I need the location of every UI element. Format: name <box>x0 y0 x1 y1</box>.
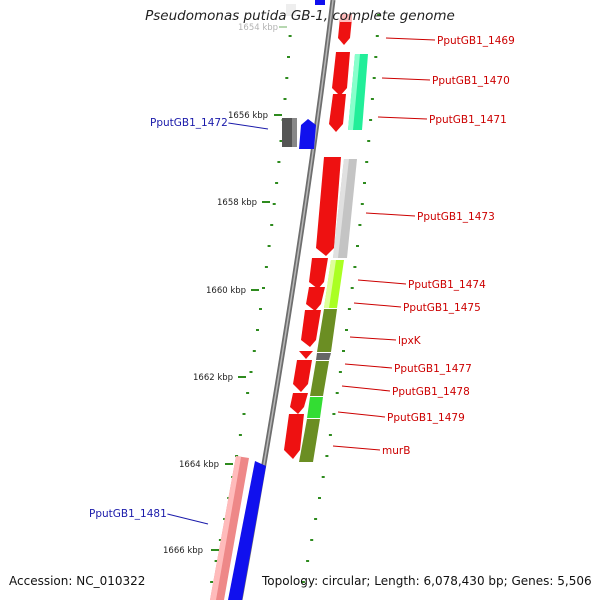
gene-label-pputgb1_1479[interactable]: PputGB1_1479 <box>387 412 465 424</box>
cds-feature[interactable] <box>315 0 325 5</box>
gene-label-lpxk[interactable]: lpxK <box>398 335 422 347</box>
cds-feature[interactable] <box>299 351 313 359</box>
tick-mark <box>211 549 219 551</box>
gene-label-pputgb1_1475[interactable]: PputGB1_1475 <box>403 302 481 314</box>
leader-line <box>344 363 393 369</box>
leader-line <box>332 445 381 451</box>
tick-mark <box>251 289 259 291</box>
gene-label-murb[interactable]: murB <box>382 445 410 457</box>
gene-label-pputgb1_1471[interactable]: PputGB1_1471 <box>429 114 507 126</box>
cog-track <box>299 14 368 462</box>
cds-feature[interactable] <box>338 18 352 45</box>
cds-feature[interactable] <box>284 414 304 459</box>
tick-label: 1666 kbp <box>163 546 203 556</box>
gene-label-pputgb1_1478[interactable]: PputGB1_1478 <box>392 386 470 398</box>
tick-guide-rings <box>210 14 381 583</box>
leader-line <box>385 37 436 41</box>
cds-feature[interactable] <box>293 360 312 392</box>
gene-label-pputgb1_1477[interactable]: PputGB1_1477 <box>394 363 472 375</box>
cog-feature[interactable] <box>310 361 329 396</box>
gene-label-pputgb1_1474[interactable]: PputGB1_1474 <box>408 279 486 291</box>
cog-feature[interactable] <box>317 309 337 352</box>
leader-line <box>365 212 416 217</box>
cds-track <box>284 18 352 459</box>
cds-feature[interactable] <box>309 258 328 289</box>
tick-label: 1662 kbp <box>193 373 233 383</box>
gene-label-pputgb1_1469[interactable]: PputGB1_1469 <box>437 35 515 47</box>
tick-label: 1656 kbp <box>228 111 268 121</box>
leader-line <box>167 513 209 525</box>
cog-feature[interactable] <box>307 397 323 418</box>
accession-text: Accession: NC_010322 <box>9 574 146 588</box>
cds-feature[interactable] <box>306 287 325 311</box>
tick-label: 1660 kbp <box>206 286 246 296</box>
leader-line <box>349 336 397 341</box>
gene-label-pputgb1_1470[interactable]: PputGB1_1470 <box>432 75 510 87</box>
leader-line <box>353 302 402 308</box>
gene-labels: PputGB1_1469 PputGB1_1470 PputGB1_1471 Pput… <box>89 35 515 520</box>
cds-feature[interactable] <box>301 310 321 347</box>
gene-label-pputgb1_1473[interactable]: PputGB1_1473 <box>417 211 495 223</box>
gene-feature-pputgb1-1481[interactable] <box>210 456 266 600</box>
cog-feature[interactable] <box>340 14 352 22</box>
genome-summary-text: Topology: circular; Length: 6,078,430 bp… <box>262 574 592 588</box>
tick-mark <box>262 201 270 203</box>
feature-fragment <box>286 4 296 16</box>
cds-feature[interactable] <box>290 393 308 414</box>
cog-feature[interactable] <box>316 353 331 360</box>
tick-label: 1664 kbp <box>179 460 219 470</box>
cds-feature[interactable] <box>332 52 350 96</box>
leader-line <box>341 385 391 392</box>
gene-label-pputgb1_1472[interactable]: PputGB1_1472 <box>150 117 228 129</box>
tick-mark <box>274 114 282 116</box>
tick-label: 1658 kbp <box>217 198 257 208</box>
label-leader-lines <box>167 37 436 525</box>
cds-feature[interactable] <box>329 94 346 132</box>
tick-mark <box>238 376 246 378</box>
leader-line <box>337 411 386 418</box>
cds-feature[interactable] <box>316 157 341 256</box>
leader-line <box>381 77 431 81</box>
leader-line <box>357 279 407 285</box>
tick-mark <box>225 463 233 465</box>
leader-line <box>228 122 269 130</box>
cog-feature[interactable] <box>299 419 320 462</box>
gene-feature-pputgb1-1472[interactable] <box>282 118 316 149</box>
tick-label: 1654 kbp <box>238 23 278 33</box>
leader-line <box>377 116 428 120</box>
genome-title: Pseudomonas putida GB-1, complete genome <box>145 8 455 24</box>
tick-labels: 1654 kbp 1656 kbp 1658 kbp 1660 kbp 1662 kbp… <box>163 23 287 556</box>
gene-label-pputgb1_1481[interactable]: PputGB1_1481 <box>89 508 167 520</box>
tick-mark <box>279 26 287 28</box>
